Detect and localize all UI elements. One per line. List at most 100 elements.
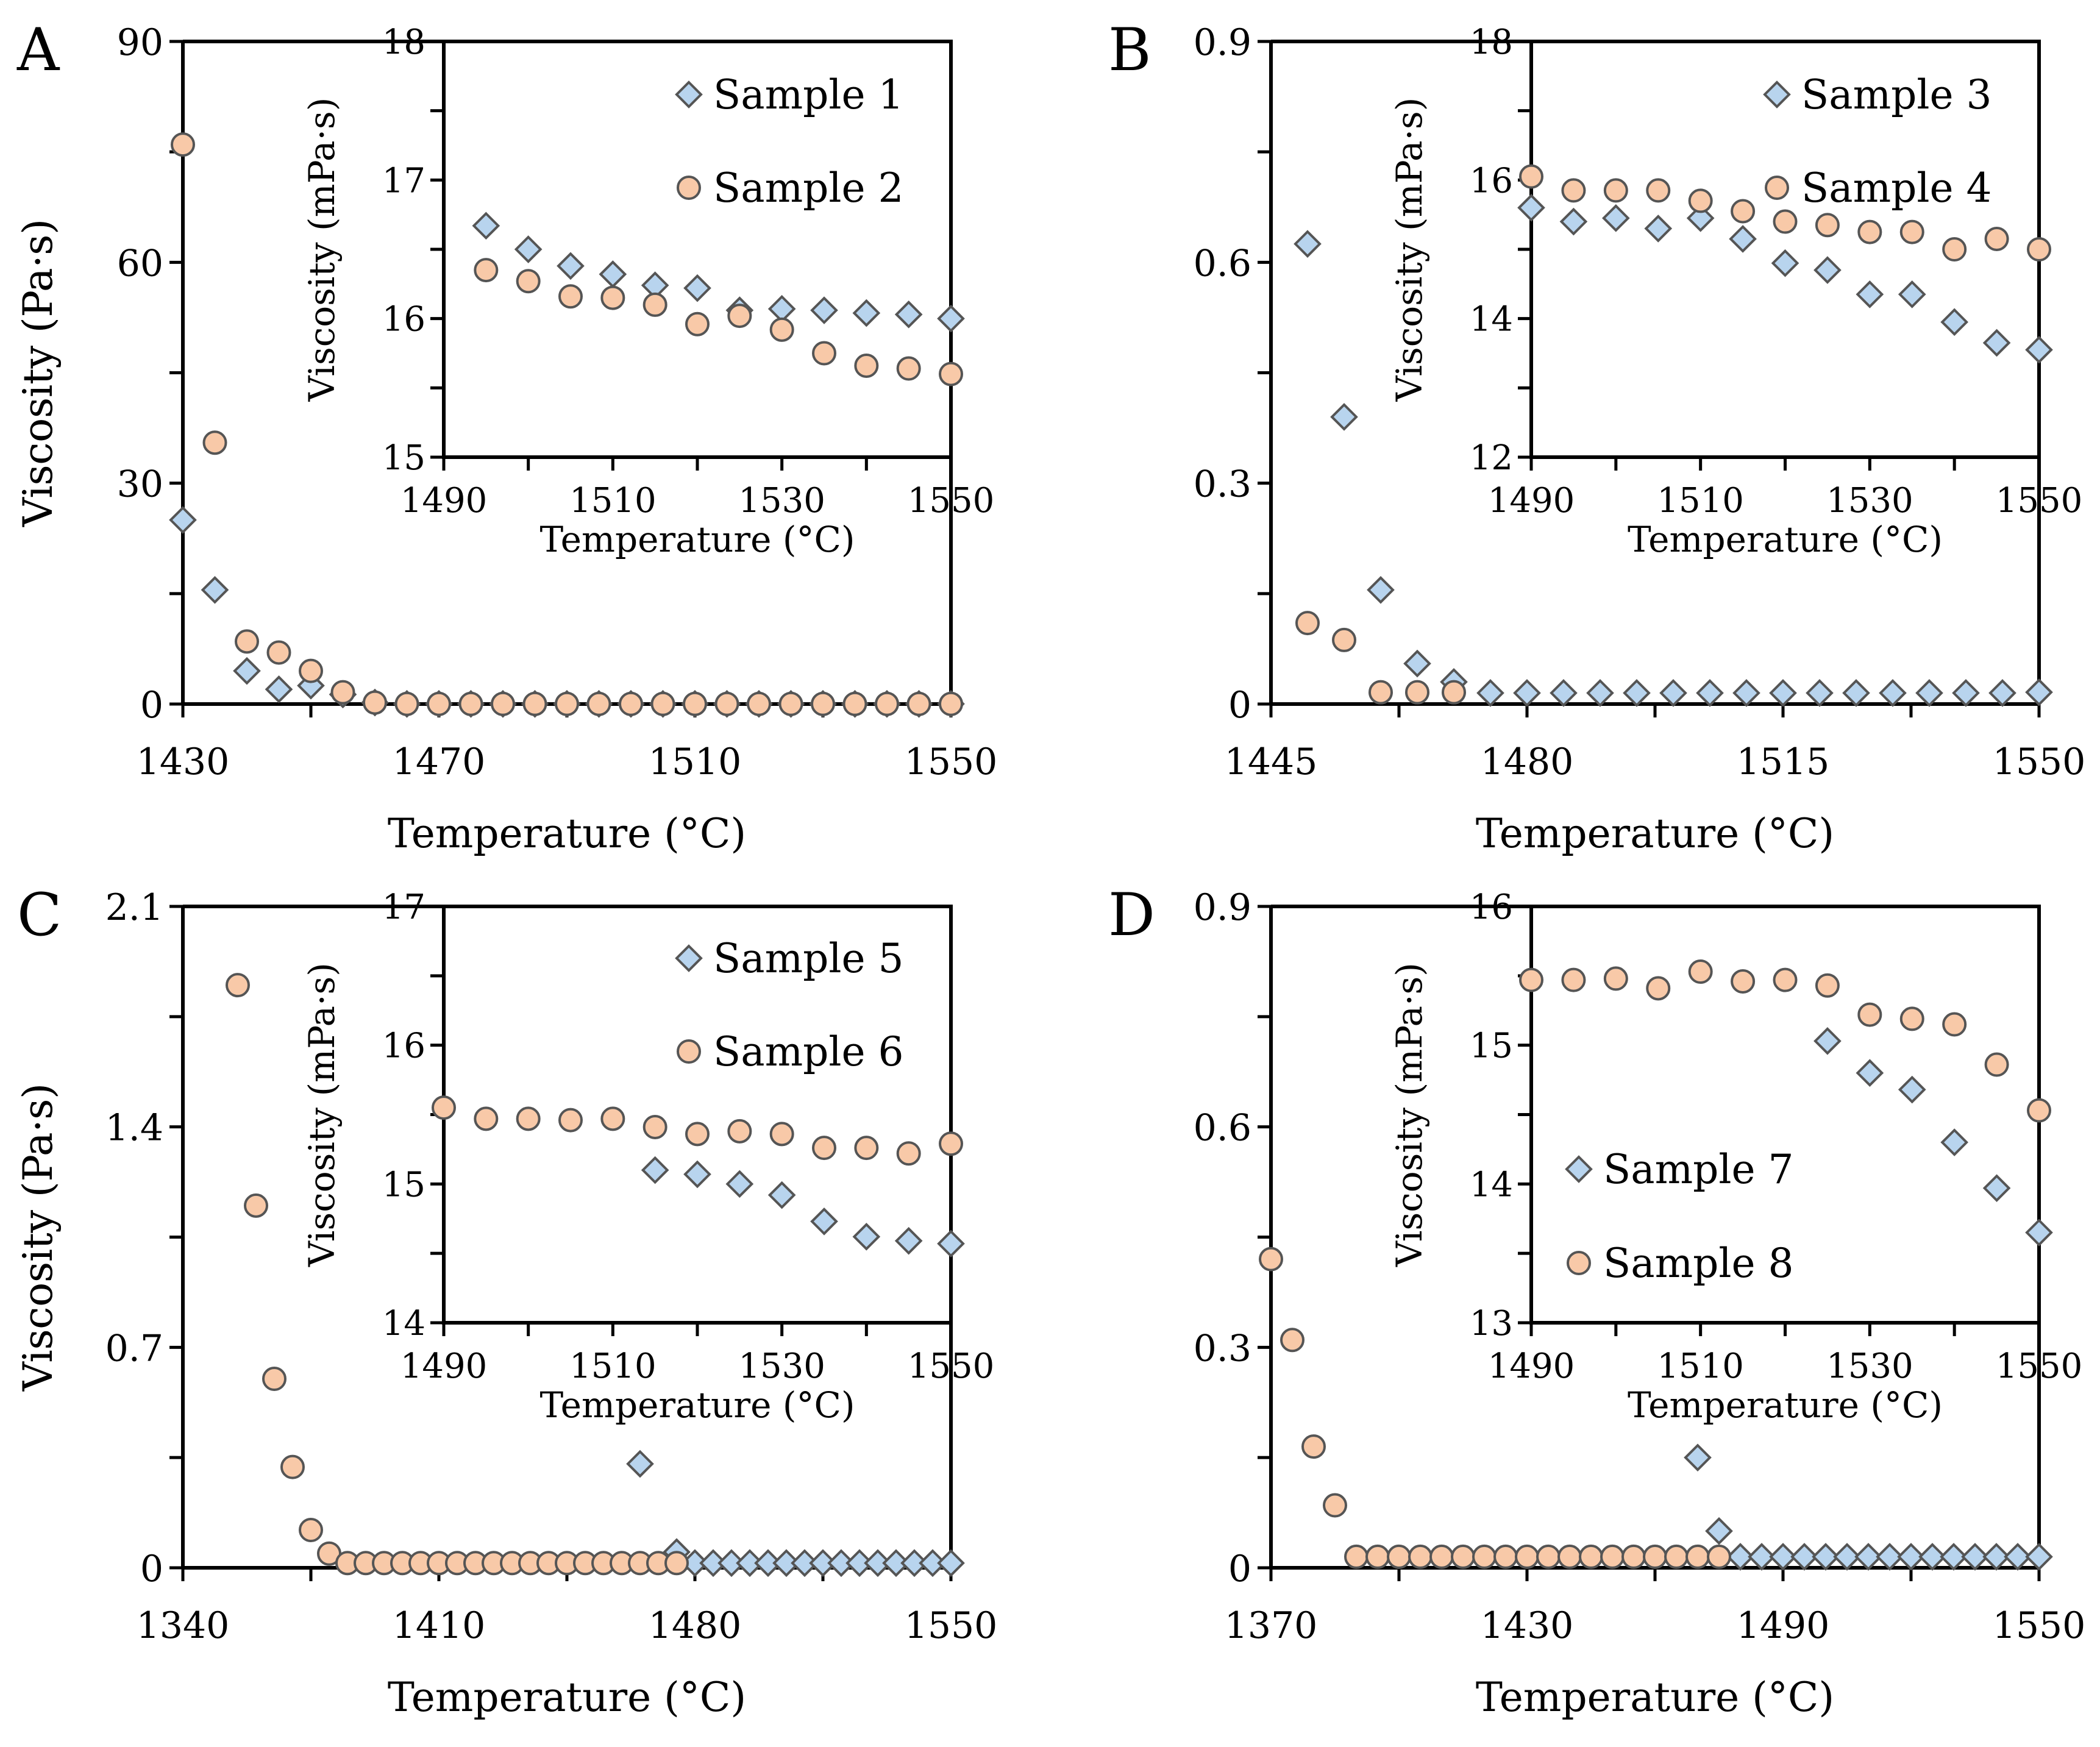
y-tick-label: 0.9 [1194,21,1251,64]
data-point [1918,1543,1946,1571]
x-tick-label: 1510 [569,481,657,521]
y-tick-label: 0 [140,684,163,727]
x-tick-label: 1530 [1826,1347,1913,1386]
legend-label: Sample 3 [1801,71,1992,118]
data-point [1513,679,1541,707]
y-tick-label: 15 [1470,1026,1513,1066]
inset-data-point [1856,1059,1884,1087]
y-tick-label: 16 [1470,888,1513,927]
data-point [555,691,579,716]
data-point [1493,1544,1518,1569]
y-tick-label: 0.9 [1194,886,1251,929]
inset-data-point [1731,969,1756,994]
data-point [1915,679,1943,707]
data-point [1294,230,1322,258]
inset-data-point [1940,1128,1968,1156]
series-sample-4 [1295,611,1466,705]
inset-data-point [939,1131,963,1156]
inset-data-point [600,285,625,310]
y-tick-label: 15 [382,1165,425,1204]
y-tick-label: 0.3 [1194,463,1251,506]
inset-data-point [516,269,541,294]
inset-data-point [1644,215,1673,243]
data-point [1442,680,1466,705]
x-tick-label: 1430 [137,741,230,783]
inset-y-axis-title: Viscosity (mPa·s) [301,98,343,402]
data-point [1876,1543,1904,1571]
x-axis-title: Temperature (°C) [1476,810,1834,857]
inset-series-sample-8 [1519,959,2051,1123]
data-point [845,1549,874,1578]
panel-d: 0 0.3 0.6 0.9 1370 1430 1490 1550 Temperature (°… [15,881,2085,1721]
inset-data-point [937,1229,965,1258]
series-sample-6 [226,973,689,1576]
inset-series-sample-2 [474,258,963,386]
data-point [226,973,250,998]
x-tick-label: 1370 [1225,1604,1318,1647]
data-point [827,1549,855,1578]
inset-data-point [1603,966,1628,991]
data-point [939,691,963,716]
legend-label: Sample 6 [713,1028,904,1075]
panel-a: 0 30 60 90 1430 1470 1510 1550 Temperature (°C) V… [15,16,997,857]
x-tick-label: 1480 [649,1604,742,1647]
data-point [937,1549,965,1578]
inset-data-point [896,356,921,381]
inset-plot: 15 16 17 18 1490 1510 1530 1550 Temperature (°C)… [301,23,994,560]
data-point [1726,1543,1754,1571]
legend-marker [675,944,703,972]
x-tick-label: 1480 [1481,741,1574,783]
data-point [202,430,227,455]
legend-marker [675,80,703,109]
y-tick-label: 90 [117,21,163,64]
inset-y-axis-title: Viscosity (mPa·s) [1389,962,1430,1267]
inset-data-point [769,1122,794,1147]
y-tick-label: 18 [382,23,425,62]
x-tick-label: 1410 [393,1604,486,1647]
y-tick-label: 17 [382,161,425,201]
x-tick-label: 1490 [1488,1347,1575,1386]
inset-series-sample-4 [1519,164,2051,262]
x-tick-label: 1490 [1488,481,1575,521]
inset-data-point [894,301,923,329]
data-point [1476,679,1504,707]
data-point [427,691,451,716]
data-point [2004,1543,2032,1571]
inset-data-point [937,304,965,333]
inset-x-axis-title: Temperature (°C) [1628,1384,1943,1426]
data-point [1579,1544,1603,1569]
x-tick-label: 1340 [137,1604,230,1647]
inset-data-point [727,304,752,329]
data-point [1472,1544,1497,1569]
inset-data-point [812,341,836,366]
data-point [811,691,835,716]
x-tick-label: 1510 [1657,1347,1744,1386]
inset-data-point [642,1114,667,1139]
inset-data-point [1686,204,1715,232]
inset-data-point [1773,967,1798,992]
series-sample-2 [171,132,963,716]
data-point [1600,1544,1625,1569]
inset-data-point [1984,226,2009,251]
inset-data-point [852,299,881,327]
data-point [1659,679,1687,707]
panel-c: 0 0.7 1.4 2.1 1340 1410 1480 1550 Temperature (°… [15,881,997,1721]
data-point [809,1549,837,1578]
x-tick-label: 1550 [905,1604,998,1647]
data-point [1664,1544,1689,1569]
inset-data-point [854,353,879,378]
data-point [171,132,195,157]
inset-x-axis-title: Temperature (°C) [1628,519,1943,560]
x-tick-label: 1470 [393,741,486,783]
legend-marker [677,176,701,200]
main-plot: 0 0.3 0.6 0.9 1370 1430 1490 1550 Temperature (°… [15,886,2085,1721]
inset-data-point [2025,335,2053,364]
data-point [1586,679,1614,707]
inset-x-axis-title: Temperature (°C) [539,519,855,560]
data-point [169,506,197,534]
y-tick-label: 16 [382,1026,425,1066]
data-point [1280,1328,1304,1353]
inset-plot: 13 14 15 16 1490 1510 1530 1550 Temperature (°C)… [1389,888,2082,1426]
panel-letter: D [1108,881,1155,949]
